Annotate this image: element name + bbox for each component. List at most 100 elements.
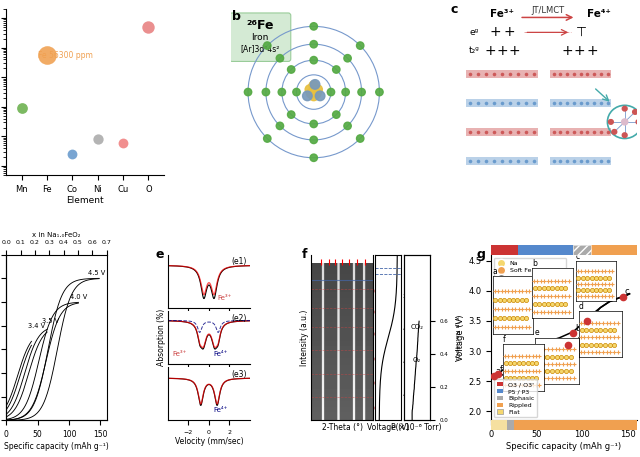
FancyBboxPatch shape bbox=[230, 13, 291, 61]
Text: e: e bbox=[570, 335, 575, 345]
Circle shape bbox=[310, 154, 317, 161]
Point bbox=[67, 151, 77, 158]
Circle shape bbox=[276, 54, 284, 62]
Y-axis label: Voltage (V): Voltage (V) bbox=[456, 314, 465, 361]
Text: Fe 56300 ppm: Fe 56300 ppm bbox=[38, 51, 93, 59]
Text: Iron: Iron bbox=[252, 33, 269, 42]
Bar bbox=[491, 420, 509, 430]
Circle shape bbox=[310, 57, 317, 64]
Text: g: g bbox=[477, 248, 485, 261]
Bar bbox=[550, 70, 611, 78]
Point bbox=[17, 105, 27, 112]
Circle shape bbox=[622, 133, 627, 138]
Circle shape bbox=[264, 42, 271, 49]
Bar bbox=[550, 99, 611, 107]
Circle shape bbox=[307, 89, 316, 98]
Text: eᵍ: eᵍ bbox=[469, 28, 478, 37]
Circle shape bbox=[333, 111, 340, 118]
Text: a: a bbox=[495, 367, 500, 376]
Circle shape bbox=[356, 42, 364, 49]
Text: +: + bbox=[484, 43, 495, 58]
Text: f: f bbox=[302, 248, 307, 261]
Circle shape bbox=[333, 66, 340, 73]
Text: d: d bbox=[589, 312, 594, 320]
Point bbox=[143, 23, 154, 31]
Circle shape bbox=[264, 135, 271, 142]
Circle shape bbox=[312, 89, 321, 98]
Point bbox=[42, 51, 52, 58]
Circle shape bbox=[309, 81, 319, 90]
Circle shape bbox=[609, 120, 613, 124]
Circle shape bbox=[327, 88, 335, 96]
Circle shape bbox=[622, 106, 627, 111]
Text: +: + bbox=[489, 25, 501, 39]
Circle shape bbox=[612, 129, 617, 134]
Circle shape bbox=[310, 80, 320, 89]
Circle shape bbox=[344, 54, 351, 62]
Text: b: b bbox=[575, 324, 580, 333]
Text: Fe⁴⁺: Fe⁴⁺ bbox=[587, 10, 611, 20]
Circle shape bbox=[293, 88, 300, 96]
Text: +: + bbox=[562, 43, 573, 58]
Text: 4.0 V: 4.0 V bbox=[70, 294, 87, 300]
Bar bbox=[466, 70, 538, 78]
Circle shape bbox=[316, 91, 325, 101]
Text: ⊤: ⊤ bbox=[576, 26, 587, 39]
Bar bbox=[573, 245, 591, 255]
Text: b: b bbox=[232, 11, 241, 23]
Bar bbox=[573, 245, 591, 255]
Circle shape bbox=[633, 110, 637, 114]
Circle shape bbox=[342, 88, 349, 96]
Circle shape bbox=[310, 136, 317, 143]
Text: +: + bbox=[508, 43, 520, 58]
Circle shape bbox=[313, 85, 323, 94]
X-axis label: x in Na₁.₀FeO₂: x in Na₁.₀FeO₂ bbox=[32, 232, 81, 238]
Text: c: c bbox=[625, 287, 630, 297]
Bar bbox=[550, 128, 611, 136]
Text: +: + bbox=[574, 43, 586, 58]
Text: 3.4 V: 3.4 V bbox=[28, 323, 45, 329]
Text: t₂ᵍ: t₂ᵍ bbox=[469, 46, 480, 55]
X-axis label: Specific capacity (mAh g⁻¹): Specific capacity (mAh g⁻¹) bbox=[506, 442, 621, 451]
Legend: O3 / O3', P5 / P3, Biphasic, Rippled, Flat: O3 / O3', P5 / P3, Biphasic, Rippled, Fl… bbox=[494, 379, 537, 417]
Circle shape bbox=[636, 120, 640, 124]
Text: 4.5 V: 4.5 V bbox=[88, 271, 105, 276]
Text: Absorption (%): Absorption (%) bbox=[157, 309, 166, 366]
Bar bbox=[466, 128, 538, 136]
X-axis label: Element: Element bbox=[66, 197, 104, 206]
Bar bbox=[591, 245, 637, 255]
Bar bbox=[491, 245, 518, 255]
Circle shape bbox=[310, 120, 317, 128]
Text: JT/LMCT: JT/LMCT bbox=[531, 6, 564, 15]
Bar bbox=[466, 157, 538, 165]
Circle shape bbox=[287, 66, 295, 73]
Circle shape bbox=[376, 88, 383, 96]
Bar bbox=[518, 245, 573, 255]
Bar bbox=[466, 99, 538, 107]
Circle shape bbox=[309, 91, 319, 101]
Circle shape bbox=[305, 85, 315, 94]
Bar bbox=[550, 157, 611, 165]
Circle shape bbox=[278, 88, 285, 96]
Point bbox=[118, 139, 128, 147]
Text: +: + bbox=[503, 25, 515, 39]
Bar bbox=[509, 420, 637, 430]
Circle shape bbox=[344, 122, 351, 130]
Bar bbox=[506, 420, 514, 430]
Circle shape bbox=[244, 88, 252, 96]
Y-axis label: x in Na₁.₀FeO₂: x in Na₁.₀FeO₂ bbox=[454, 316, 460, 359]
Circle shape bbox=[262, 88, 269, 96]
Text: ²⁶Fe: ²⁶Fe bbox=[246, 19, 274, 32]
Circle shape bbox=[621, 119, 628, 125]
X-axis label: Specific capacity (mAh g⁻¹): Specific capacity (mAh g⁻¹) bbox=[4, 442, 109, 451]
Circle shape bbox=[356, 135, 364, 142]
Circle shape bbox=[358, 88, 365, 96]
Text: c: c bbox=[450, 2, 458, 16]
Text: Fe³⁺: Fe³⁺ bbox=[490, 10, 514, 20]
Text: 3.5 V: 3.5 V bbox=[42, 318, 60, 324]
Circle shape bbox=[303, 91, 312, 101]
Circle shape bbox=[276, 122, 284, 130]
Text: f: f bbox=[500, 365, 503, 373]
Text: +: + bbox=[496, 43, 508, 58]
Text: e: e bbox=[156, 248, 164, 261]
